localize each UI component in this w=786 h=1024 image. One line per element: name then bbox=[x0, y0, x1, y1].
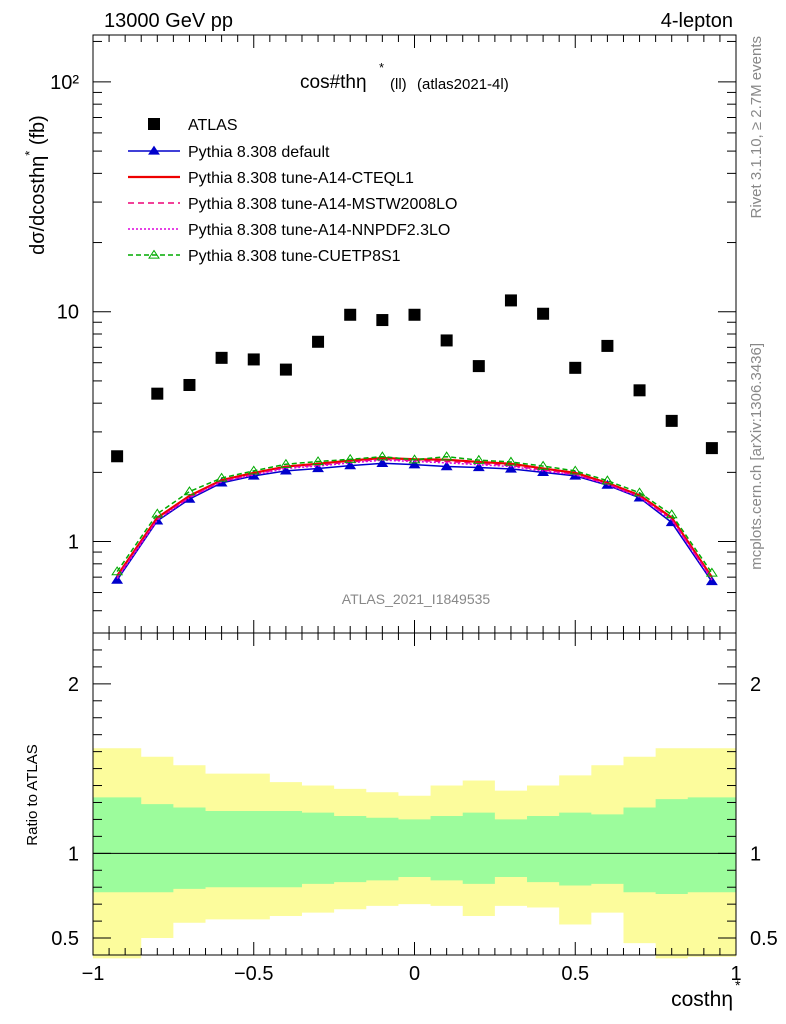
atlas-data-point bbox=[247, 353, 260, 366]
series-marker-cuetp bbox=[312, 456, 324, 466]
atlas-data-point bbox=[111, 450, 124, 463]
x-axis-label: costhη * bbox=[671, 977, 741, 1011]
series-marker-default bbox=[472, 462, 485, 472]
series-line-default bbox=[116, 462, 713, 582]
series-marker-cuetp bbox=[151, 508, 164, 518]
series-marker-default bbox=[505, 463, 517, 473]
atlas-data-point bbox=[408, 308, 421, 321]
x-label-sup: * bbox=[735, 977, 741, 993]
header-right: 4-lepton bbox=[661, 10, 733, 32]
atlas-data-point bbox=[601, 339, 614, 352]
atlas-data-point bbox=[537, 307, 550, 320]
series-marker-cuetp bbox=[279, 458, 292, 468]
y-axis-label-ratio: Ratio to ATLAS bbox=[24, 744, 41, 845]
legend-label-data: ATLAS bbox=[188, 117, 238, 134]
plot-title-sub: (ll) bbox=[390, 76, 407, 93]
x-tick-label: −1 bbox=[82, 963, 105, 985]
atlas-data-point bbox=[279, 363, 292, 376]
series-marker-cuetp bbox=[215, 472, 228, 482]
series-line-mstw bbox=[116, 458, 713, 580]
atlas-data-point bbox=[440, 334, 453, 347]
legend-label-cteql1: Pythia 8.308 tune-A14-CTEQL1 bbox=[188, 170, 414, 187]
series-marker-cuetp bbox=[633, 487, 646, 497]
x-tick-label: 1 bbox=[730, 963, 741, 985]
atlas-data-point bbox=[569, 361, 582, 374]
series-marker-cuetp bbox=[247, 465, 260, 475]
legend-label-mstw: Pythia 8.308 tune-A14-MSTW2008LO bbox=[188, 196, 457, 213]
watermark: ATLAS_2021_I1849535 bbox=[342, 591, 491, 607]
y-tick-label: 10² bbox=[50, 72, 79, 94]
x-tick-label: 0.5 bbox=[561, 963, 589, 985]
axes: −1 −0.5 0 0.5 1 1 10 10² 0.5 0.5 1 1 2 2 bbox=[50, 35, 778, 985]
main-series bbox=[111, 294, 718, 586]
series-line-cuetp bbox=[116, 455, 713, 574]
series-marker-cuetp bbox=[601, 475, 614, 485]
series-marker-cuetp bbox=[569, 465, 582, 475]
series-marker-cuetp bbox=[665, 509, 678, 519]
ratio-tick-label-left: 2 bbox=[68, 674, 79, 696]
ratio-tick-label-right: 1 bbox=[750, 843, 761, 865]
series-marker-cuetp bbox=[376, 451, 389, 461]
series-marker-default bbox=[111, 574, 124, 584]
series-marker-default bbox=[408, 459, 421, 469]
series-marker-cuetp bbox=[111, 566, 124, 576]
ratio-tick-label-left: 1 bbox=[68, 843, 79, 865]
ratio-inner-band bbox=[93, 797, 736, 894]
atlas-data-point bbox=[312, 335, 325, 348]
legend-label-nnpdf: Pythia 8.308 tune-A14-NNPDF2.3LO bbox=[188, 222, 450, 239]
legend: ATLAS Pythia 8.308 default Pythia 8.308 tu… bbox=[128, 117, 457, 265]
series-marker-cuetp bbox=[440, 451, 453, 461]
series-marker-cuetp bbox=[408, 454, 421, 464]
legend-marker-cuetp bbox=[148, 249, 160, 259]
atlas-data-point bbox=[215, 351, 228, 364]
plot-title: cos#thη * (ll) (atlas2021-4l) bbox=[300, 60, 509, 93]
series-line-cteql1 bbox=[116, 456, 713, 578]
series-marker-default bbox=[440, 461, 453, 471]
header-left: 13000 GeV pp bbox=[104, 10, 233, 32]
legend-label-cuetp: Pythia 8.308 tune-CUETP8S1 bbox=[188, 248, 401, 265]
atlas-data-point bbox=[183, 378, 196, 391]
ratio-tick-label-left: 0.5 bbox=[51, 928, 79, 950]
series-marker-default bbox=[312, 463, 324, 473]
atlas-data-point bbox=[504, 294, 517, 307]
ratio-tick-label-right: 2 bbox=[750, 674, 761, 696]
y-tick-label: 10 bbox=[57, 302, 79, 324]
series-marker-cuetp bbox=[472, 454, 485, 464]
atlas-data-point bbox=[151, 387, 164, 400]
plot-title-sup: * bbox=[379, 60, 384, 75]
x-tick-label: −0.5 bbox=[234, 963, 273, 985]
series-marker-cuetp bbox=[344, 453, 357, 463]
series-marker-default bbox=[376, 457, 389, 467]
side-text-top: Rivet 3.1.10, ≥ 2.7M events bbox=[748, 36, 765, 219]
y-axis-label-main: dσ/dcosthη* (fb) bbox=[22, 115, 49, 255]
series-line-nnpdf bbox=[116, 459, 713, 581]
atlas-data-point bbox=[705, 442, 718, 455]
atlas-data-point bbox=[344, 308, 357, 321]
y-label-main-text: dσ/dcosthη* (fb) bbox=[22, 115, 49, 255]
ratio-tick-label-right: 0.5 bbox=[750, 928, 778, 950]
series-marker-cuetp bbox=[537, 460, 550, 470]
plot-title-tag: (atlas2021-4l) bbox=[417, 76, 509, 93]
atlas-data-point bbox=[376, 314, 389, 327]
x-tick-label: 0 bbox=[409, 963, 420, 985]
series-marker-cuetp bbox=[505, 456, 517, 466]
side-text-bottom: mcplots.cern.ch [arXiv:1306.3436] bbox=[748, 343, 765, 570]
series-marker-cuetp bbox=[705, 567, 718, 577]
series-marker-default bbox=[705, 576, 718, 586]
atlas-data-point bbox=[665, 414, 678, 427]
legend-marker-data bbox=[148, 118, 160, 130]
series-marker-default bbox=[279, 465, 292, 475]
series-marker-cuetp bbox=[183, 486, 196, 496]
x-label-text: costhη bbox=[671, 988, 733, 1011]
atlas-data-point bbox=[472, 360, 485, 373]
plot-title-main: cos#thη bbox=[300, 72, 367, 93]
legend-marker-default bbox=[148, 145, 160, 155]
y-tick-label: 1 bbox=[68, 532, 79, 554]
series-marker-default bbox=[344, 460, 357, 470]
atlas-data-point bbox=[633, 384, 646, 397]
legend-label-default: Pythia 8.308 default bbox=[188, 144, 330, 161]
